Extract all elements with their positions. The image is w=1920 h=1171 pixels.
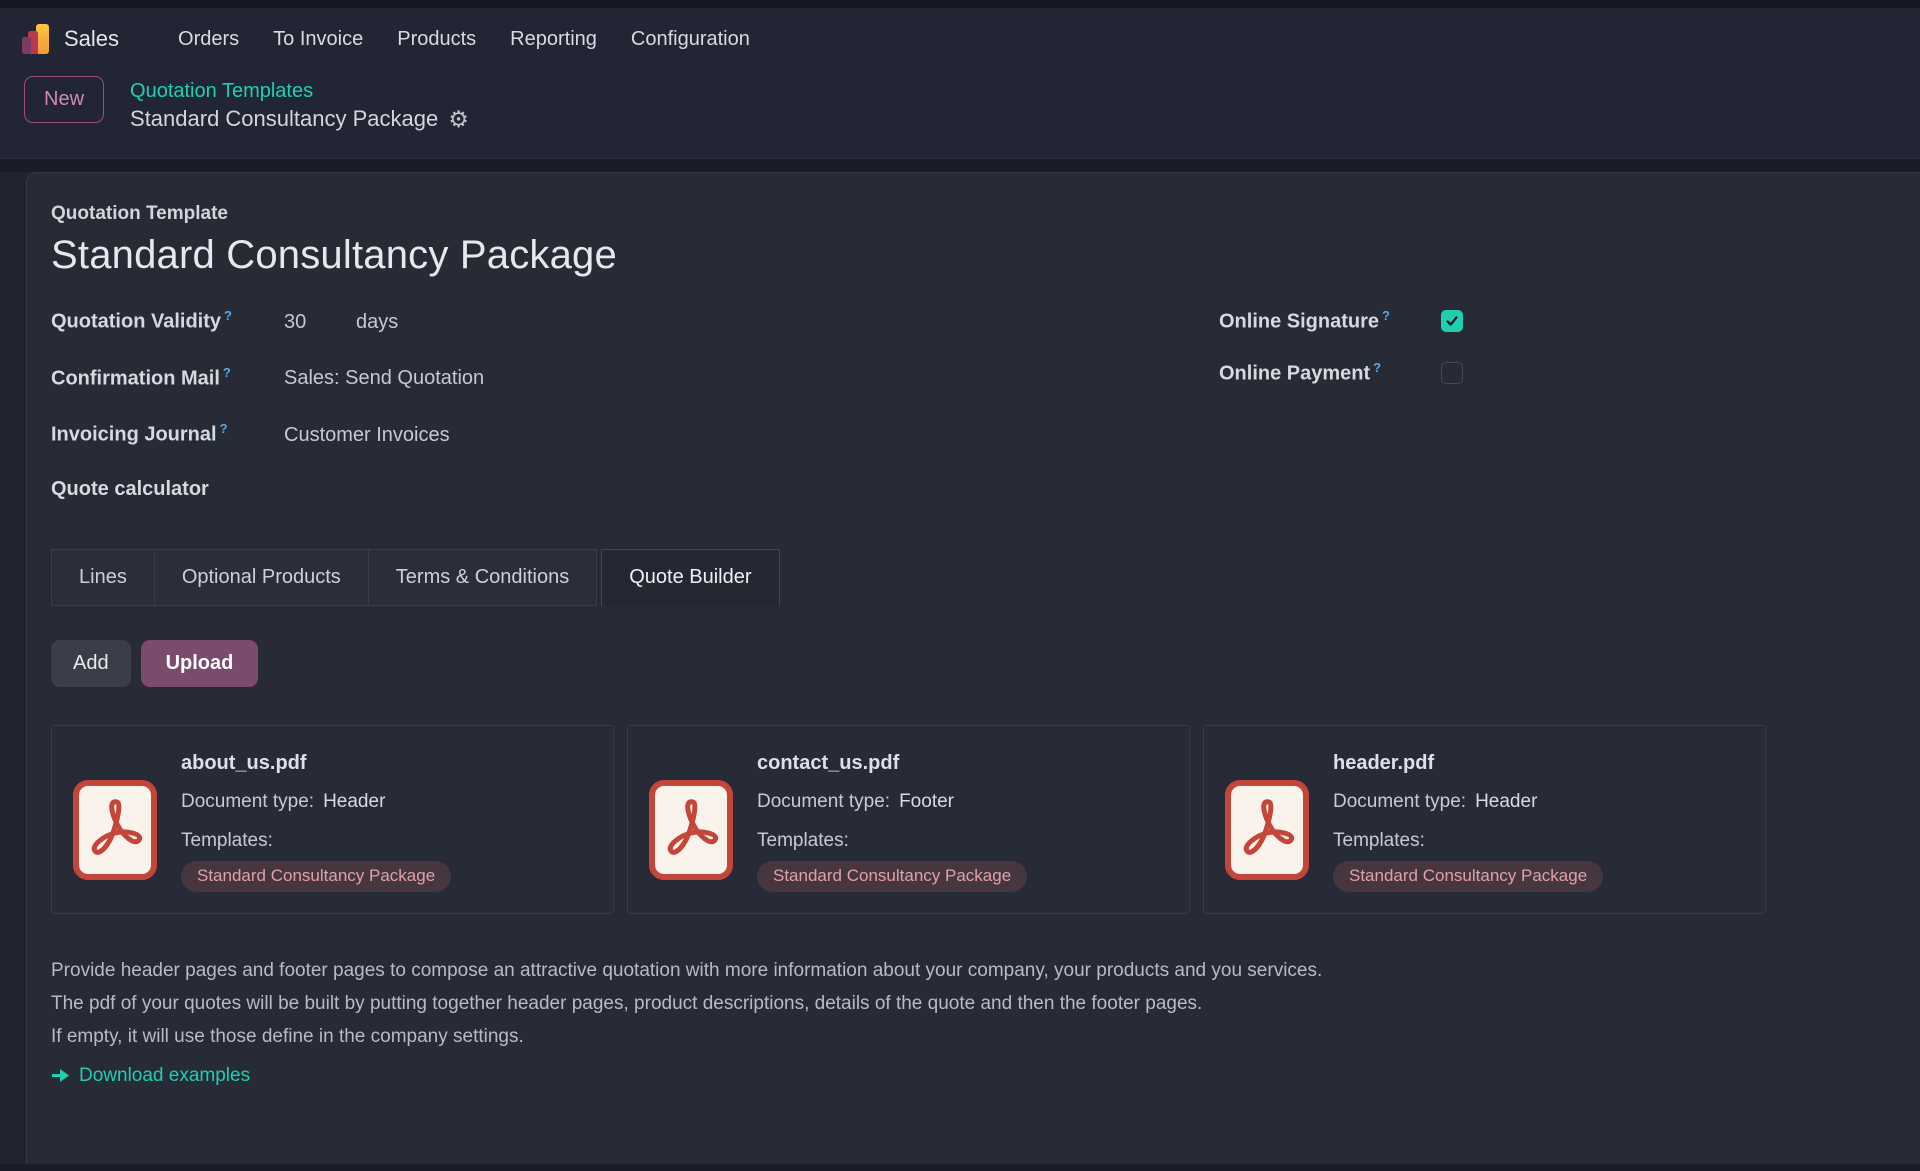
templates-label: Templates: <box>1333 829 1425 851</box>
online-payment-label: Online Payment <box>1219 362 1371 385</box>
document-type-value[interactable]: Header <box>1475 790 1538 812</box>
download-examples-link[interactable]: Download examples <box>51 1065 250 1087</box>
form-section-label: Quotation Template <box>51 203 228 224</box>
help-line-2: The pdf of your quotes will be built by … <box>51 992 1203 1014</box>
field-confirmation-mail: Confirmation Mail? Sales: Send Quotation <box>51 365 1219 391</box>
quote-builder-toolbar: Add Upload <box>51 639 1892 687</box>
document-cards: about_us.pdf Document type: Header Templa… <box>51 724 1892 914</box>
document-type-label: Document type: <box>757 790 891 812</box>
quotation-validity-input[interactable]: 30 <box>284 310 307 333</box>
help-icon: ? <box>1373 360 1382 376</box>
help-icon: ? <box>219 421 228 437</box>
breadcrumb-parent-link[interactable]: Quotation Templates <box>130 80 314 102</box>
help-icon: ? <box>224 308 232 323</box>
help-line-3: If empty, it will use those define in th… <box>51 1025 524 1047</box>
invoicing-journal-label: Invoicing Journal <box>51 423 217 446</box>
online-signature-label: Online Signature <box>1219 310 1380 333</box>
nav-item-configuration[interactable]: Configuration <box>630 27 750 50</box>
field-invoicing-journal: Invoicing Journal? Customer Invoices <box>51 421 1219 447</box>
document-filename: contact_us.pdf <box>757 751 900 774</box>
pdf-file-icon <box>1225 779 1309 880</box>
online-payment-checkbox[interactable] <box>1441 362 1463 384</box>
help-icon: ? <box>1382 308 1390 324</box>
template-tag[interactable]: Standard Consultancy Package <box>1333 860 1604 892</box>
checkmark-icon <box>1446 316 1458 326</box>
upload-button[interactable]: Upload <box>140 639 259 687</box>
tab-quote-builder[interactable]: Quote Builder <box>601 548 780 606</box>
confirmation-mail-label: Confirmation Mail <box>51 367 220 390</box>
arrow-right-icon <box>52 1069 69 1083</box>
form-panel: Quotation Template Standard Consultancy … <box>26 172 1920 1164</box>
notebook-tabs: Lines Optional Products Terms & Conditio… <box>51 548 1892 606</box>
field-online-payment: Online Payment? <box>1219 360 1463 386</box>
document-type-value[interactable]: Header <box>323 790 386 812</box>
nav-item-orders[interactable]: Orders <box>178 27 240 50</box>
document-type-value[interactable]: Footer <box>899 790 954 812</box>
window-top-edge <box>0 0 1920 8</box>
templates-label: Templates: <box>181 829 273 851</box>
document-type-label: Document type: <box>181 790 315 812</box>
document-card-about-us[interactable]: about_us.pdf Document type: Header Templa… <box>51 724 614 914</box>
quote-builder-help-text: Provide header pages and footer pages to… <box>51 954 1892 1053</box>
document-card-header[interactable]: header.pdf Document type: Header Template… <box>1203 724 1766 914</box>
templates-label: Templates: <box>757 829 849 851</box>
field-quote-calculator: Quote calculator <box>51 478 1219 501</box>
form-fields: Quotation Validity? 30 days Confirmation… <box>51 308 1892 532</box>
pdf-file-icon <box>649 779 733 880</box>
confirmation-mail-select[interactable]: Sales: Send Quotation <box>284 367 485 390</box>
quotation-validity-suffix: days <box>356 310 399 333</box>
nav-item-products[interactable]: Products <box>397 27 477 50</box>
new-button[interactable]: New <box>24 76 105 123</box>
tab-lines[interactable]: Lines <box>51 548 155 606</box>
help-icon: ? <box>222 364 231 380</box>
quote-calculator-label: Quote calculator <box>51 477 209 500</box>
download-examples-label: Download examples <box>79 1064 251 1086</box>
nav-item-reporting[interactable]: Reporting <box>510 27 597 50</box>
window-bottom-edge <box>0 1164 1920 1171</box>
tab-terms-conditions[interactable]: Terms & Conditions <box>367 548 598 606</box>
document-filename: header.pdf <box>1333 751 1435 774</box>
document-filename: about_us.pdf <box>181 751 307 774</box>
main-area: Quotation Template Standard Consultancy … <box>0 172 1920 1164</box>
app-name[interactable]: Sales <box>64 26 120 51</box>
template-tag[interactable]: Standard Consultancy Package <box>757 860 1028 892</box>
invoicing-journal-select[interactable]: Customer Invoices <box>284 423 450 446</box>
page-title[interactable]: Standard Consultancy Package <box>51 233 617 277</box>
document-type-label: Document type: <box>1333 790 1467 812</box>
pdf-file-icon <box>73 779 157 880</box>
breadcrumb: New Quotation Templates Standard Consult… <box>0 70 1920 134</box>
template-tag[interactable]: Standard Consultancy Package <box>181 860 452 892</box>
breadcrumb-current-title: Standard Consultancy Package <box>130 106 439 131</box>
nav-item-to-invoice[interactable]: To Invoice <box>273 27 364 50</box>
gear-icon[interactable]: ⚙ <box>448 105 469 132</box>
app-header: Sales Orders To Invoice Products Reporti… <box>0 8 1920 158</box>
quotation-validity-label: Quotation Validity <box>51 310 222 333</box>
online-signature-checkbox[interactable] <box>1441 310 1463 332</box>
sales-app-logo-icon[interactable] <box>20 23 52 55</box>
add-button[interactable]: Add <box>51 639 131 687</box>
field-quotation-validity: Quotation Validity? 30 days <box>51 308 1219 334</box>
header-divider <box>0 158 1920 172</box>
tab-optional-products[interactable]: Optional Products <box>153 548 369 606</box>
help-line-1: Provide header pages and footer pages to… <box>51 959 1323 981</box>
field-online-signature: Online Signature? <box>1219 308 1463 334</box>
document-card-contact-us[interactable]: contact_us.pdf Document type: Footer Temp… <box>627 724 1190 914</box>
navbar: Sales Orders To Invoice Products Reporti… <box>0 8 1920 70</box>
